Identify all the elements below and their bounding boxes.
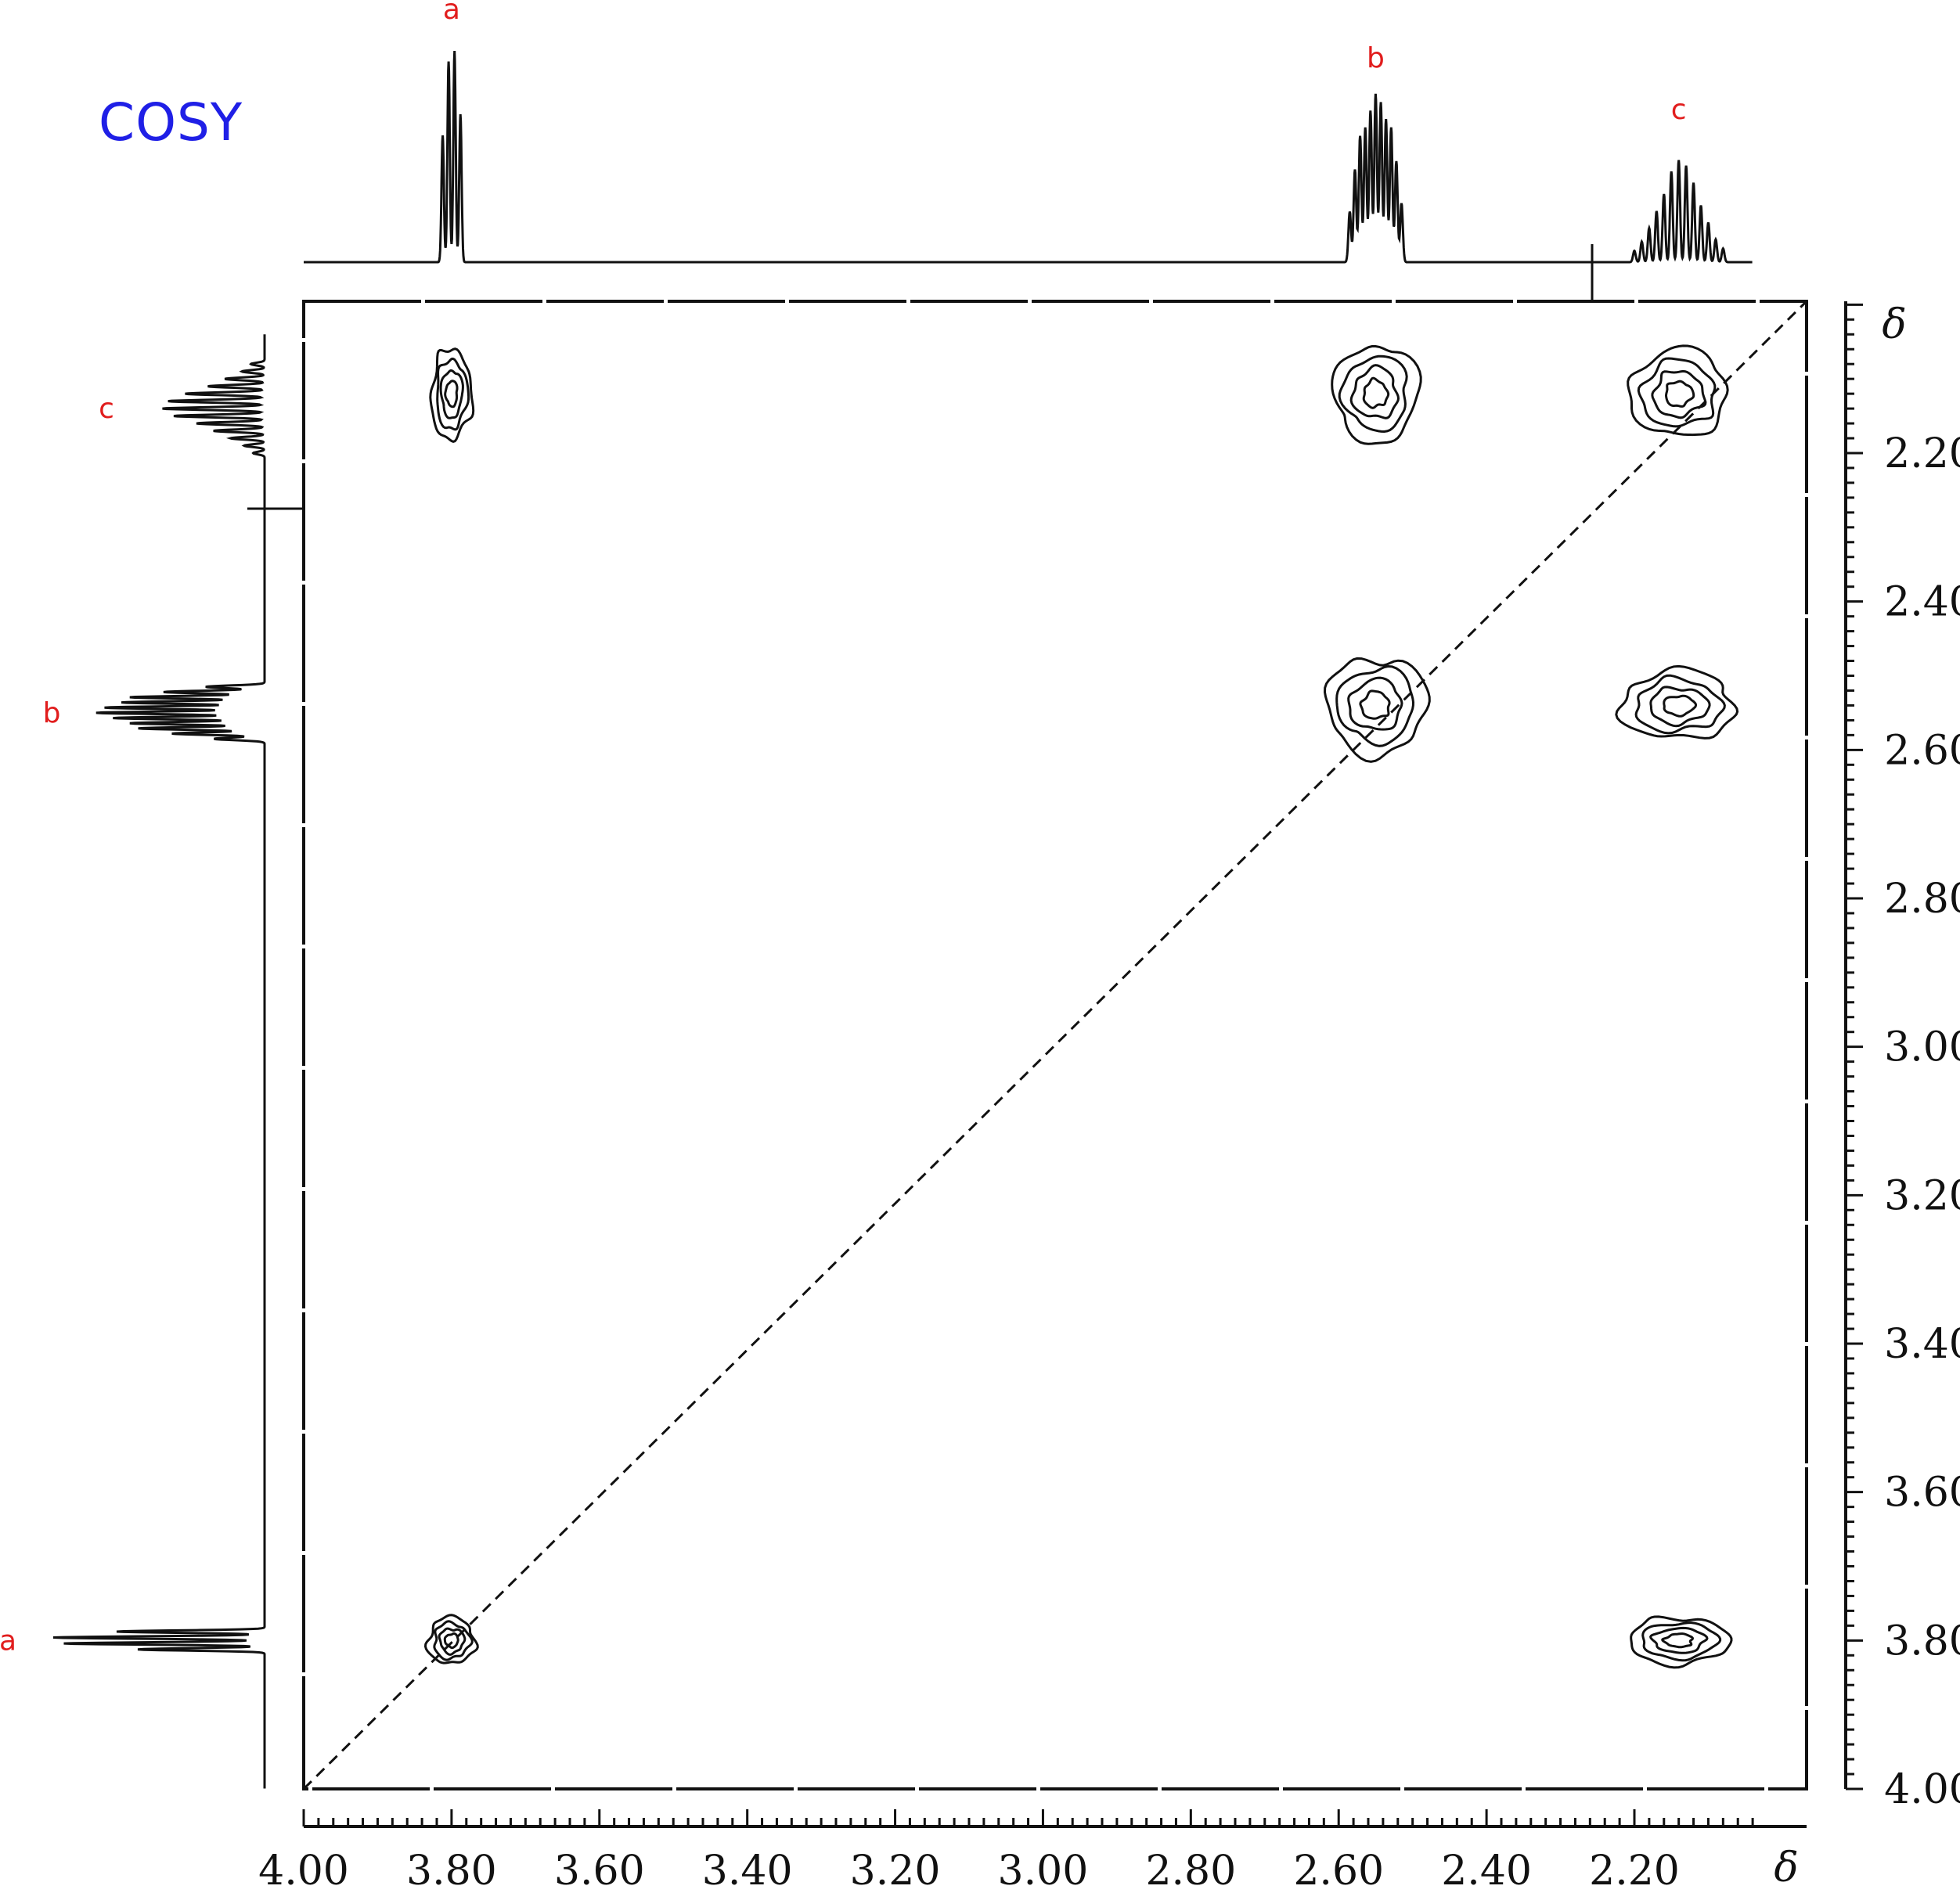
- cross-peak-c-b: [1615, 664, 1739, 740]
- y-tick-label: 3.20: [1884, 1172, 1960, 1219]
- cross-peak-c-c: [1627, 344, 1729, 437]
- y-tick-label: 4.00: [1884, 1766, 1960, 1813]
- x-tick-label: 2.20: [1589, 1848, 1680, 1890]
- cross-peak-a-c: [444, 380, 459, 408]
- x-tick-label: 3.00: [998, 1848, 1089, 1890]
- cross-peak-a-c: [439, 369, 464, 419]
- x-tick-label: 3.40: [702, 1848, 793, 1890]
- cross-peak-a-a: [423, 1614, 479, 1664]
- left-projection-trace: [52, 334, 266, 1789]
- cross-peak-a-a: [443, 1632, 459, 1650]
- cross-peak-a-c: [429, 347, 475, 443]
- chart-title: COSY: [99, 92, 243, 153]
- diagonal-line: [302, 300, 1808, 1790]
- x-tick-label: 3.80: [406, 1848, 497, 1890]
- cross-peak-c-c: [1637, 357, 1717, 428]
- cross-peak-c-a: [1641, 1621, 1722, 1662]
- cross-peak-b-b: [1347, 676, 1403, 731]
- peak-label-left-a: a: [0, 1625, 16, 1657]
- x-tick-label: 4.00: [258, 1848, 349, 1890]
- cross-peak-b-c: [1338, 354, 1408, 434]
- cross-peak-c-b: [1634, 674, 1726, 735]
- y-axis-unit: δ: [1882, 301, 1906, 348]
- y-tick-label: 2.80: [1884, 876, 1960, 923]
- cross-peak-c-b: [1649, 686, 1711, 728]
- cross-peak-c-a: [1648, 1626, 1709, 1654]
- cross-peak-c-c: [1651, 369, 1707, 419]
- plot-frame: [302, 300, 1808, 1790]
- peak-label-top-c: c: [1671, 94, 1687, 126]
- x-tick-label: 3.20: [850, 1848, 941, 1890]
- cross-peak-c-c: [1664, 380, 1695, 408]
- y-tick-label: 3.40: [1884, 1321, 1960, 1368]
- peak-label-top-a: a: [443, 0, 460, 26]
- y-tick-label: 2.40: [1884, 579, 1960, 626]
- cross-peak-c-a: [1630, 1615, 1733, 1669]
- cross-peak-a-a: [438, 1627, 467, 1656]
- x-tick-label: 2.40: [1441, 1848, 1532, 1890]
- cross-peak-a-a: [433, 1620, 474, 1661]
- peak-label-left-c: c: [99, 393, 114, 425]
- x-axis-unit: δ: [1774, 1844, 1798, 1890]
- x-tick-label: 3.60: [554, 1848, 645, 1890]
- top-projection-trace: [304, 50, 1753, 264]
- y-tick-label: 3.60: [1884, 1470, 1960, 1517]
- y-tick-label: 3.00: [1884, 1024, 1960, 1071]
- cross-peak-b-b: [1323, 657, 1431, 763]
- y-tick-label: 3.80: [1884, 1618, 1960, 1664]
- cross-peak-c-a: [1661, 1632, 1695, 1649]
- cross-peak-a-c: [436, 357, 470, 431]
- cross-peak-b-c: [1331, 345, 1422, 445]
- y-tick-label: 2.20: [1884, 430, 1960, 477]
- cross-peak-b-c: [1362, 376, 1390, 409]
- cross-peak-b-c: [1349, 364, 1400, 419]
- x-tick-label: 2.80: [1145, 1848, 1236, 1890]
- cross-peak-b-b: [1359, 689, 1391, 720]
- cross-peak-b-b: [1335, 664, 1415, 747]
- peak-label-top-b: b: [1367, 42, 1385, 74]
- cross-peak-c-b: [1663, 694, 1697, 718]
- peak-label-left-b: b: [43, 697, 61, 729]
- y-tick-label: 2.60: [1884, 727, 1960, 774]
- x-tick-label: 2.60: [1293, 1848, 1384, 1890]
